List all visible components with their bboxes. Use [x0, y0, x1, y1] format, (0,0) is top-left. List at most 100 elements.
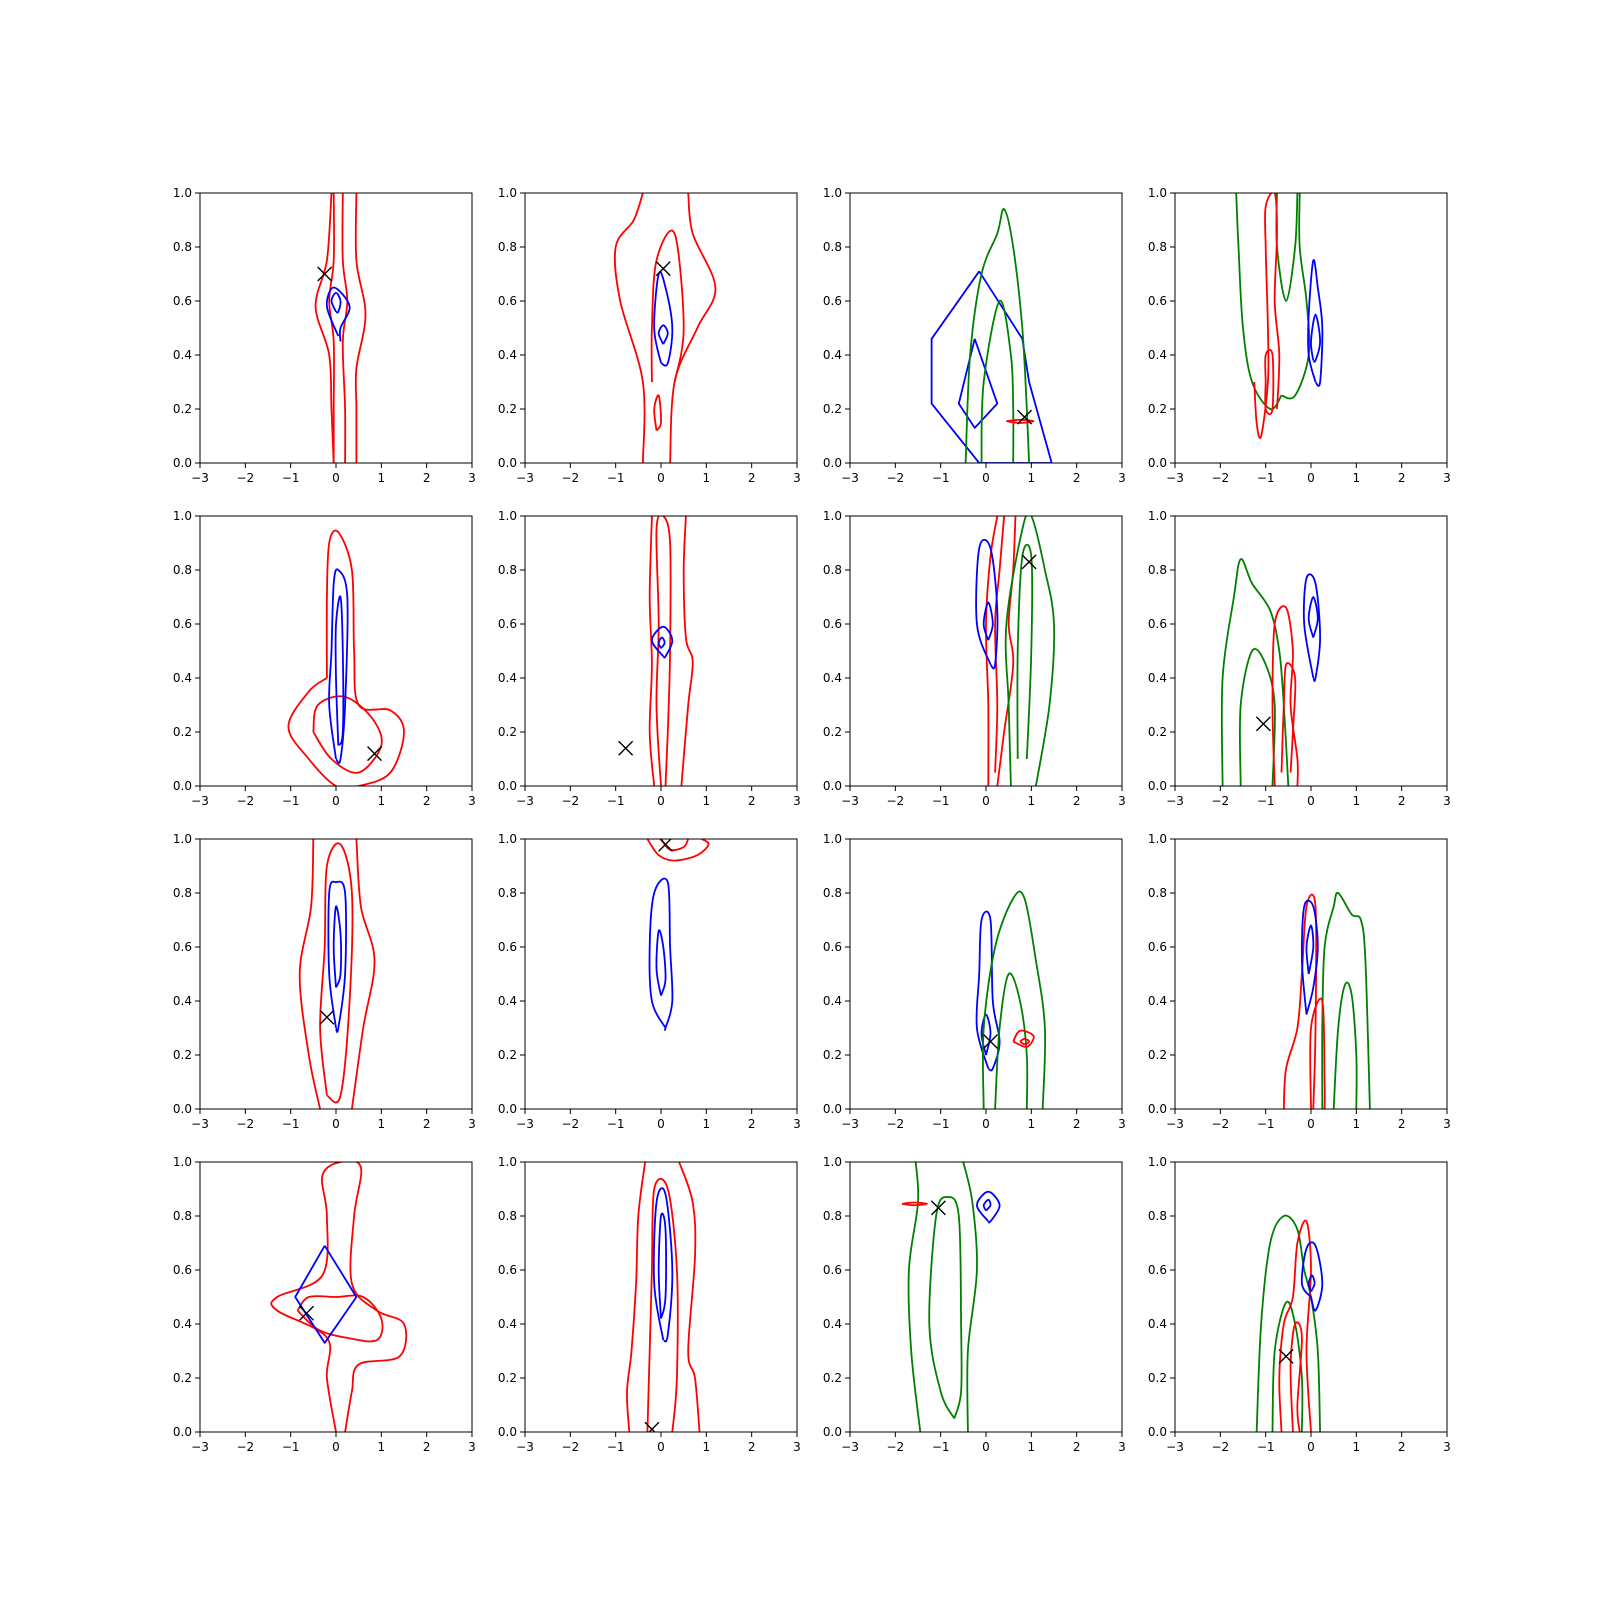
y-tick-label: 0.2 [823, 1371, 842, 1385]
red-contour-1 [298, 839, 321, 1109]
red-contour-5 [1264, 348, 1275, 416]
x-tick-label: 0 [657, 794, 665, 808]
blue-contour-4 [652, 1187, 674, 1343]
x-marker [983, 1034, 999, 1049]
red-contour-3 [646, 1178, 679, 1432]
panel-3-1: −3 −2 −1 0 1 2 3 0.0 0.2 0.4 0.6 0.8 1.0 [173, 832, 476, 1131]
x-tick-label: 2 [1073, 794, 1081, 808]
x-tick-label: 2 [748, 794, 756, 808]
plot-area [298, 839, 376, 1109]
x-tick-label: 2 [1073, 1117, 1081, 1131]
x-tick-label: −3 [841, 794, 859, 808]
x-tick-label: −3 [516, 794, 534, 808]
y-tick-label: 0.4 [823, 1317, 842, 1331]
y-tick-label: 0.8 [823, 886, 842, 900]
x-tick-label: 1 [378, 794, 386, 808]
blue-contour-4 [655, 929, 667, 996]
y-tick-label: 0.4 [823, 994, 842, 1008]
y-tick-label: 0.0 [173, 1425, 192, 1439]
y-tick-label: 0.6 [1148, 617, 1167, 631]
y-tick-label: 1.0 [1148, 509, 1167, 523]
y-tick-label: 0.4 [498, 1317, 517, 1331]
x-tick-label: 2 [1398, 1117, 1406, 1131]
red-contour-1 [626, 1162, 646, 1432]
green-contour-1 [1321, 891, 1371, 1109]
y-tick-label: 0.6 [173, 617, 192, 631]
x-tick-label: −3 [841, 1117, 859, 1131]
plot-area [646, 839, 710, 1031]
panel-2-1: −3 −2 −1 0 1 2 3 0.0 0.2 0.4 0.6 0.8 1.0 [173, 509, 476, 808]
blue-contour-1 [930, 270, 1053, 463]
y-tick-label: 0.8 [1148, 886, 1167, 900]
blue-contour-2 [957, 338, 999, 429]
green-contour-2 [1281, 193, 1311, 400]
x-tick-label: 3 [793, 1440, 801, 1454]
panel-4-3: −3 −2 −1 0 1 2 3 0.0 0.2 0.4 0.6 0.8 1.0 [823, 1155, 1126, 1454]
panel-1-1: −3 −2 −1 0 1 2 3 0.0 0.2 0.4 0.6 0.8 1.0 [173, 186, 476, 485]
y-tick-label: 0.4 [823, 348, 842, 362]
plot-area [975, 890, 1047, 1109]
y-tick-label: 1.0 [823, 186, 842, 200]
y-tick-label: 0.6 [498, 1263, 517, 1277]
y-tick-label: 0.0 [823, 779, 842, 793]
y-tick-label: 1.0 [1148, 1155, 1167, 1169]
y-tick-label: 0.4 [173, 671, 192, 685]
red-contour-4 [1280, 662, 1297, 773]
x-tick-label: 2 [423, 1117, 431, 1131]
blue-contour-7 [982, 601, 994, 641]
plot-area [613, 193, 717, 463]
y-tick-label: 0.0 [173, 1102, 192, 1116]
x-marker [317, 266, 333, 282]
x-tick-label: 0 [982, 1117, 990, 1131]
blue-contour-4 [327, 880, 347, 1033]
y-tick-label: 0.8 [173, 1209, 192, 1223]
red-contour-1 [646, 839, 710, 862]
x-tick-label: 2 [1398, 794, 1406, 808]
y-tick-label: 0.6 [1148, 1263, 1167, 1277]
blue-contour-4 [651, 625, 674, 659]
red-contour-3 [1278, 1219, 1312, 1432]
y-tick-label: 0.2 [498, 402, 517, 416]
x-tick-label: 0 [1307, 794, 1315, 808]
y-tick-label: 0.4 [173, 994, 192, 1008]
x-tick-label: 2 [1398, 471, 1406, 485]
y-tick-label: 0.8 [173, 240, 192, 254]
green-contour-3 [981, 890, 1047, 1109]
blue-contour-6 [657, 324, 669, 345]
x-tick-label: −2 [886, 1117, 904, 1131]
x-tick-label: −3 [1166, 794, 1184, 808]
x-tick-label: −2 [886, 794, 904, 808]
axes-frame [524, 1161, 798, 1433]
x-tick-label: 1 [1353, 471, 1361, 485]
y-tick-label: 0.0 [173, 456, 192, 470]
x-tick-label: 0 [982, 471, 990, 485]
y-tick-label: 0.4 [823, 671, 842, 685]
x-tick-label: −3 [516, 1440, 534, 1454]
y-tick-label: 0.2 [1148, 402, 1167, 416]
x-tick-label: −1 [607, 1117, 625, 1131]
y-tick-label: 0.6 [498, 617, 517, 631]
y-tick-label: 0.0 [1148, 456, 1167, 470]
blue-contour-5 [325, 286, 351, 342]
x-tick-label: 1 [703, 471, 711, 485]
y-tick-label: 0.8 [823, 1209, 842, 1223]
y-tick-label: 0.6 [498, 294, 517, 308]
y-tick-label: 0.2 [823, 725, 842, 739]
x-tick-label: 3 [468, 1117, 476, 1131]
green-contour-3 [1275, 193, 1299, 302]
panel-4-2: −3 −2 −1 0 1 2 3 0.0 0.2 0.4 0.6 0.8 1.0 [498, 1155, 801, 1454]
red-contour-2 [680, 516, 694, 786]
y-tick-label: 0.4 [1148, 1317, 1167, 1331]
blue-contour-6 [330, 292, 342, 314]
x-tick-label: −1 [1257, 794, 1275, 808]
x-tick-label: 3 [1443, 1117, 1451, 1131]
y-tick-label: 0.6 [1148, 294, 1167, 308]
green-contour-1 [1235, 193, 1283, 411]
red-contour-4 [1309, 997, 1326, 1109]
x-tick-label: 3 [793, 794, 801, 808]
x-tick-label: 0 [332, 471, 340, 485]
x-tick-label: 2 [748, 1117, 756, 1131]
x-tick-label: 1 [1353, 794, 1361, 808]
y-tick-label: 0.6 [173, 940, 192, 954]
x-tick-label: 2 [423, 471, 431, 485]
